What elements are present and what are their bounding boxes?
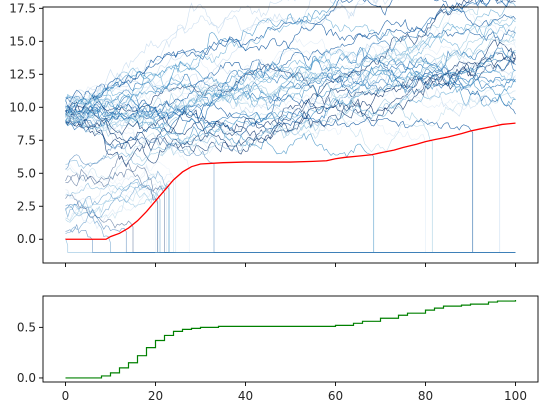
y-tick-label: 0.0: [17, 232, 36, 246]
random-walk-path: [65, 135, 516, 253]
bottom-axes: 0.0 0.5 0 20 40 60 80 100: [17, 295, 539, 403]
y-tick-label: 5.0: [17, 166, 36, 180]
bottom-y-ticks: 0.0 0.5: [17, 320, 43, 385]
threshold-line: [65, 122, 516, 240]
random-walk-path: [65, 51, 516, 168]
random-walk-path: [65, 204, 516, 253]
random-walk-path: [65, 59, 516, 111]
top-axes: 0.0 2.5 5.0 7.5 10.0 12.5 15.0 17.5: [9, 0, 539, 267]
threshold-path: [65, 122, 516, 240]
random-walk-path: [65, 66, 516, 116]
x-tick-label: 20: [148, 389, 163, 403]
y-tick-label: 2.5: [17, 199, 36, 213]
y-tick-label: 17.5: [9, 1, 36, 15]
random-walk-path: [65, 183, 516, 253]
cumulative-series: [65, 300, 517, 379]
random-walk-path: [65, 3, 516, 103]
random-walk-path: [65, 41, 516, 108]
top-x-ticks: [65, 263, 516, 267]
random-walk-path: [65, 46, 516, 127]
random-walk-path: [65, 97, 516, 253]
x-tick-label: 40: [238, 389, 253, 403]
random-walk-path: [65, 70, 516, 253]
random-walk-path: [65, 185, 516, 253]
random-walk-path: [65, 165, 516, 253]
top-axes-frame: [42, 6, 539, 264]
random-walk-path: [65, 0, 504, 103]
random-walk-path: [65, 56, 516, 164]
bottom-axes-frame: [42, 295, 539, 383]
x-tick-label: 100: [504, 389, 527, 403]
x-tick-label: 60: [328, 389, 343, 403]
random-walk-path: [65, 59, 516, 118]
random-walk-path: [65, 49, 516, 130]
y-tick-label: 15.0: [9, 34, 36, 48]
random-walk-paths: [65, 0, 516, 253]
y-tick-label: 0.0: [17, 371, 36, 385]
random-walk-path: [65, 0, 296, 105]
random-walk-path: [65, 41, 516, 110]
y-tick-label: 12.5: [9, 67, 36, 81]
random-walk-path: [65, 90, 516, 182]
random-walk-path: [65, 161, 516, 253]
y-tick-label: 10.0: [9, 100, 36, 114]
random-walk-path: [65, 113, 516, 253]
x-tick-label: 80: [418, 389, 433, 403]
random-walk-path: [65, 173, 516, 253]
random-walk-path: [65, 182, 516, 253]
random-walk-path: [65, 238, 516, 253]
y-tick-label: 0.5: [17, 320, 36, 334]
random-walk-path: [65, 98, 516, 253]
random-walk-path: [65, 58, 516, 127]
random-walk-path: [65, 72, 516, 131]
random-walk-path: [65, 77, 516, 169]
random-walk-path: [65, 15, 516, 129]
random-walk-path: [65, 165, 516, 253]
bottom-x-ticks: 0 20 40 60 80 100: [62, 382, 527, 403]
random-walk-path: [65, 0, 336, 122]
random-walk-path: [65, 37, 516, 133]
random-walk-path: [65, 194, 516, 253]
random-walk-path: [65, 26, 516, 121]
random-walk-path: [65, 178, 516, 253]
random-walk-path: [65, 0, 516, 122]
random-walk-path: [65, 0, 481, 162]
random-walk-path: [65, 177, 516, 253]
y-tick-label: 7.5: [17, 133, 36, 147]
top-y-ticks: 0.0 2.5 5.0 7.5 10.0 12.5 15.0 17.5: [9, 1, 43, 246]
cumulative-line: [65, 300, 517, 379]
random-walk-path: [65, 0, 511, 113]
x-tick-label: 0: [62, 389, 70, 403]
